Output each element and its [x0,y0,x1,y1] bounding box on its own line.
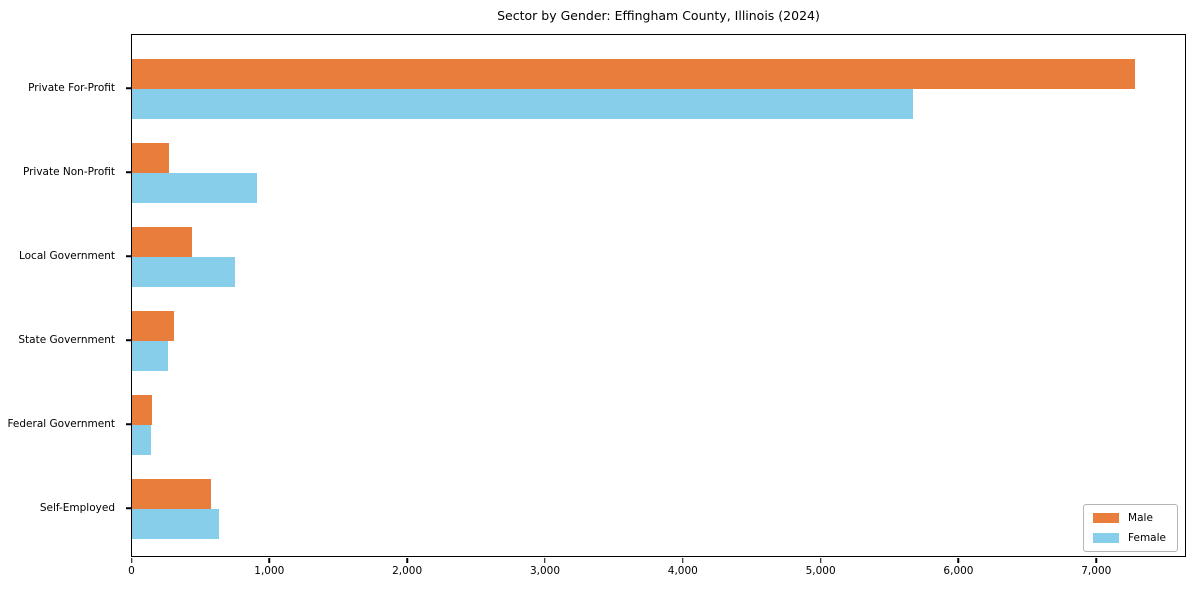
bar-group [132,395,1185,455]
x-tick-label: 7,000 [1081,565,1112,577]
category-label: Federal Government [7,418,115,430]
x-tick-label: 6,000 [943,565,974,577]
bar-male [132,311,175,341]
x-tick [819,558,822,563]
bar-group [132,59,1185,119]
x-tick [406,558,408,563]
x-tick [268,558,271,563]
category-label: State Government [18,334,115,346]
bar-male [132,227,192,257]
y-tick [126,423,131,425]
y-tick [126,171,131,173]
x-tick-label: 4,000 [667,565,698,577]
x-tick [957,558,960,563]
legend-entry-female: Female [1093,532,1166,544]
category-label: Private Non-Profit [22,166,115,178]
y-axis-ticks [126,34,131,557]
y-tick [126,87,131,89]
bar-group [132,479,1185,539]
x-tick-label: 2,000 [392,565,423,577]
plot-area: Male Female [131,34,1186,557]
bar-female [132,509,219,539]
y-tick [126,507,131,509]
bar-female [132,89,913,119]
legend-label-male: Male [1128,512,1153,524]
x-tick-label: 0 [128,565,135,577]
bar-male [132,395,152,425]
y-axis-labels: Private For-Profit Private Non-Profit Loca… [0,34,124,557]
chart-title: Sector by Gender: Effingham County, Illi… [497,8,820,23]
bar-group [132,311,1185,371]
bar-female [132,425,152,455]
x-tick-label: 3,000 [529,565,560,577]
y-tick [126,339,131,341]
x-tick [1095,558,1098,563]
bar-group [132,227,1185,287]
legend-swatch-female [1093,533,1120,543]
x-tick-label: 5,000 [805,565,836,577]
bar-female [132,173,257,203]
legend: Male Female [1083,504,1178,552]
x-tick-label: 1,000 [254,565,285,577]
bar-male [132,143,170,173]
x-axis: 0 1,000 2,000 3,000 4,000 5,000 6,000 7,000 [128,557,1185,583]
bar-male [132,59,1135,89]
x-tick [130,558,133,563]
bar-group [132,143,1185,203]
category-label: Self-Employed [39,502,115,514]
bar-male [132,479,211,509]
legend-label-female: Female [1128,532,1166,544]
x-tick [682,558,684,563]
x-tick [544,558,546,563]
legend-entry-male: Male [1093,512,1166,524]
bar-female [132,341,168,371]
bar-female [132,257,235,287]
category-label: Local Government [18,250,115,262]
y-tick [126,255,131,257]
category-label: Private For-Profit [28,82,115,94]
legend-swatch-male [1093,513,1120,523]
